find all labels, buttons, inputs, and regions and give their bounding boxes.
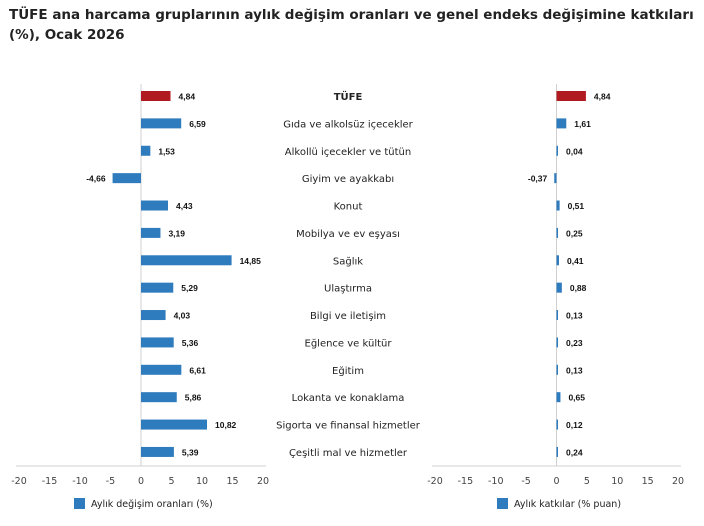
bar [556,364,558,375]
data-label: 1,61 [574,119,591,129]
bar [112,173,141,184]
data-label: 4,43 [176,201,193,211]
category-label: Çeşitli mal ve hizmetler [289,448,408,459]
x-tick-label: 20 [257,476,269,487]
x-tick-label: 10 [196,476,208,487]
category-label: Giyim ve ayakkabı [302,174,394,185]
data-label: 6,59 [189,119,206,129]
category-label: TÜFE [334,89,363,103]
bar [556,145,558,156]
category-label: Sigorta ve finansal hizmetler [276,421,421,432]
bar [141,145,151,156]
bar [554,173,557,184]
bar [141,419,208,430]
bar [141,118,182,129]
bar [141,282,174,293]
bar [141,91,171,101]
bar [141,392,177,403]
data-label: 0,25 [566,228,583,238]
x-tick-label: 15 [226,476,238,487]
bar [141,364,182,375]
bar [141,337,174,348]
data-label: -0,37 [528,174,548,184]
bar [556,419,558,430]
bar [556,282,562,293]
bar [556,227,559,238]
x-tick-label: 5 [168,476,174,487]
data-label: 4,84 [594,92,611,102]
x-tick-label: 0 [138,476,144,487]
x-tick-label: 10 [611,476,623,487]
data-label: -4,66 [86,174,106,184]
data-label: 6,61 [189,365,206,375]
bar [141,200,169,211]
x-tick-label: 20 [672,476,684,487]
legend-swatch [74,498,85,509]
category-label: Eğitim [332,365,364,377]
data-label: 5,36 [182,338,199,348]
bar [556,337,558,348]
category-label: Gıda ve alkolsüz içecekler [283,119,413,130]
legend-label: Aylık katkılar (% puan) [514,499,621,510]
data-label: 0,12 [566,420,583,430]
category-label: Eğlence ve kültür [305,337,393,349]
x-tick-label: -20 [11,476,27,487]
data-label: 10,82 [215,420,237,430]
x-tick-label: -20 [427,476,443,487]
chart-title: TÜFE ana harcama gruplarının aylık değiş… [9,7,694,43]
data-label: 14,85 [240,256,262,266]
bar [556,392,561,403]
x-tick-label: 5 [584,476,590,487]
category-label: Ulaştırma [324,284,372,295]
bar [556,91,586,101]
x-tick-label: -5 [106,476,115,487]
x-tick-label: 0 [553,476,559,487]
legend-swatch [497,498,508,509]
data-label: 4,03 [174,311,191,321]
x-tick-label: -10 [72,476,88,487]
x-tick-label: -5 [521,476,530,487]
data-label: 3,19 [168,228,185,238]
data-label: 1,53 [158,146,175,156]
x-tick-label: 15 [642,476,654,487]
category-label: Bilgi ve iletişim [310,311,386,322]
category-label: Sağlık [333,255,363,267]
bar [556,310,558,321]
bar [556,446,558,457]
data-label: 0,65 [568,393,585,403]
bar [556,255,559,266]
data-label: 0,23 [566,338,583,348]
x-tick-label: -15 [42,476,58,487]
category-label: Mobilya ve ev eşyası [296,229,400,240]
bar [141,227,161,238]
data-label: 0,88 [570,283,587,293]
data-label: 0,24 [566,447,583,457]
data-label: 0,51 [568,201,585,211]
x-tick-label: -10 [488,476,504,487]
category-label: Alkollü içecekler ve tütün [285,147,411,158]
bar [141,255,232,266]
data-label: 0,13 [566,365,583,375]
data-label: 0,41 [567,256,584,266]
data-label: 4,84 [179,92,196,102]
data-label: 5,86 [185,393,202,403]
legend-label: Aylık değişim oranları (%) [91,499,213,510]
bar [141,446,174,457]
bar [556,200,560,211]
data-label: 0,04 [566,146,583,156]
x-tick-label: -15 [458,476,474,487]
category-label: Konut [334,202,363,213]
bar [556,118,567,129]
data-label: 5,29 [181,283,198,293]
data-label: 5,39 [182,447,199,457]
data-label: 0,13 [566,311,583,321]
category-label: Lokanta ve konaklama [292,393,405,404]
bar [141,310,166,321]
